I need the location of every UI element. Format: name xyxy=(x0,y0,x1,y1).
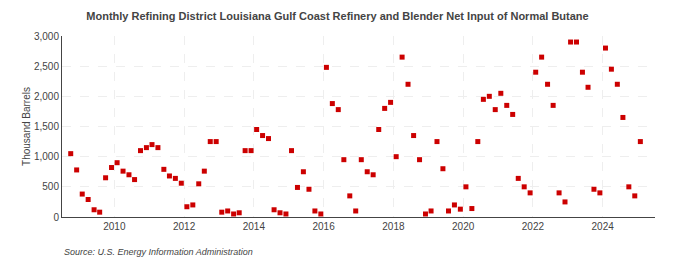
svg-text:2014: 2014 xyxy=(243,221,266,232)
svg-text:2,000: 2,000 xyxy=(34,91,59,102)
svg-text:2,500: 2,500 xyxy=(34,61,59,72)
svg-text:1,000: 1,000 xyxy=(34,151,59,162)
svg-text:1,500: 1,500 xyxy=(34,121,59,132)
svg-text:2018: 2018 xyxy=(382,221,405,232)
svg-text:2024: 2024 xyxy=(592,221,615,232)
svg-text:2020: 2020 xyxy=(452,221,475,232)
svg-text:2022: 2022 xyxy=(522,221,545,232)
svg-text:Monthly Refining District Loui: Monthly Refining District Louisiana Gulf… xyxy=(86,10,588,22)
svg-text:0: 0 xyxy=(53,212,59,223)
svg-text:500: 500 xyxy=(42,181,59,192)
svg-text:2010: 2010 xyxy=(103,221,126,232)
svg-text:2016: 2016 xyxy=(312,221,335,232)
svg-text:3,000: 3,000 xyxy=(34,31,59,42)
svg-text:Source: U.S. Energy Informatio: Source: U.S. Energy Information Administ… xyxy=(64,247,253,257)
svg-text:2012: 2012 xyxy=(173,221,196,232)
svg-text:Thousand Barrels: Thousand Barrels xyxy=(21,87,32,166)
